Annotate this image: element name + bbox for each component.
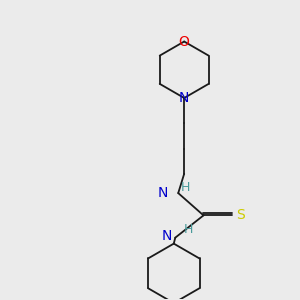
Text: O: O [179, 34, 190, 49]
Text: N: N [162, 229, 172, 243]
Text: H: H [181, 181, 190, 194]
Text: S: S [236, 208, 244, 222]
Text: N: N [179, 91, 189, 105]
Text: H: H [184, 223, 193, 236]
Text: N: N [158, 186, 168, 200]
